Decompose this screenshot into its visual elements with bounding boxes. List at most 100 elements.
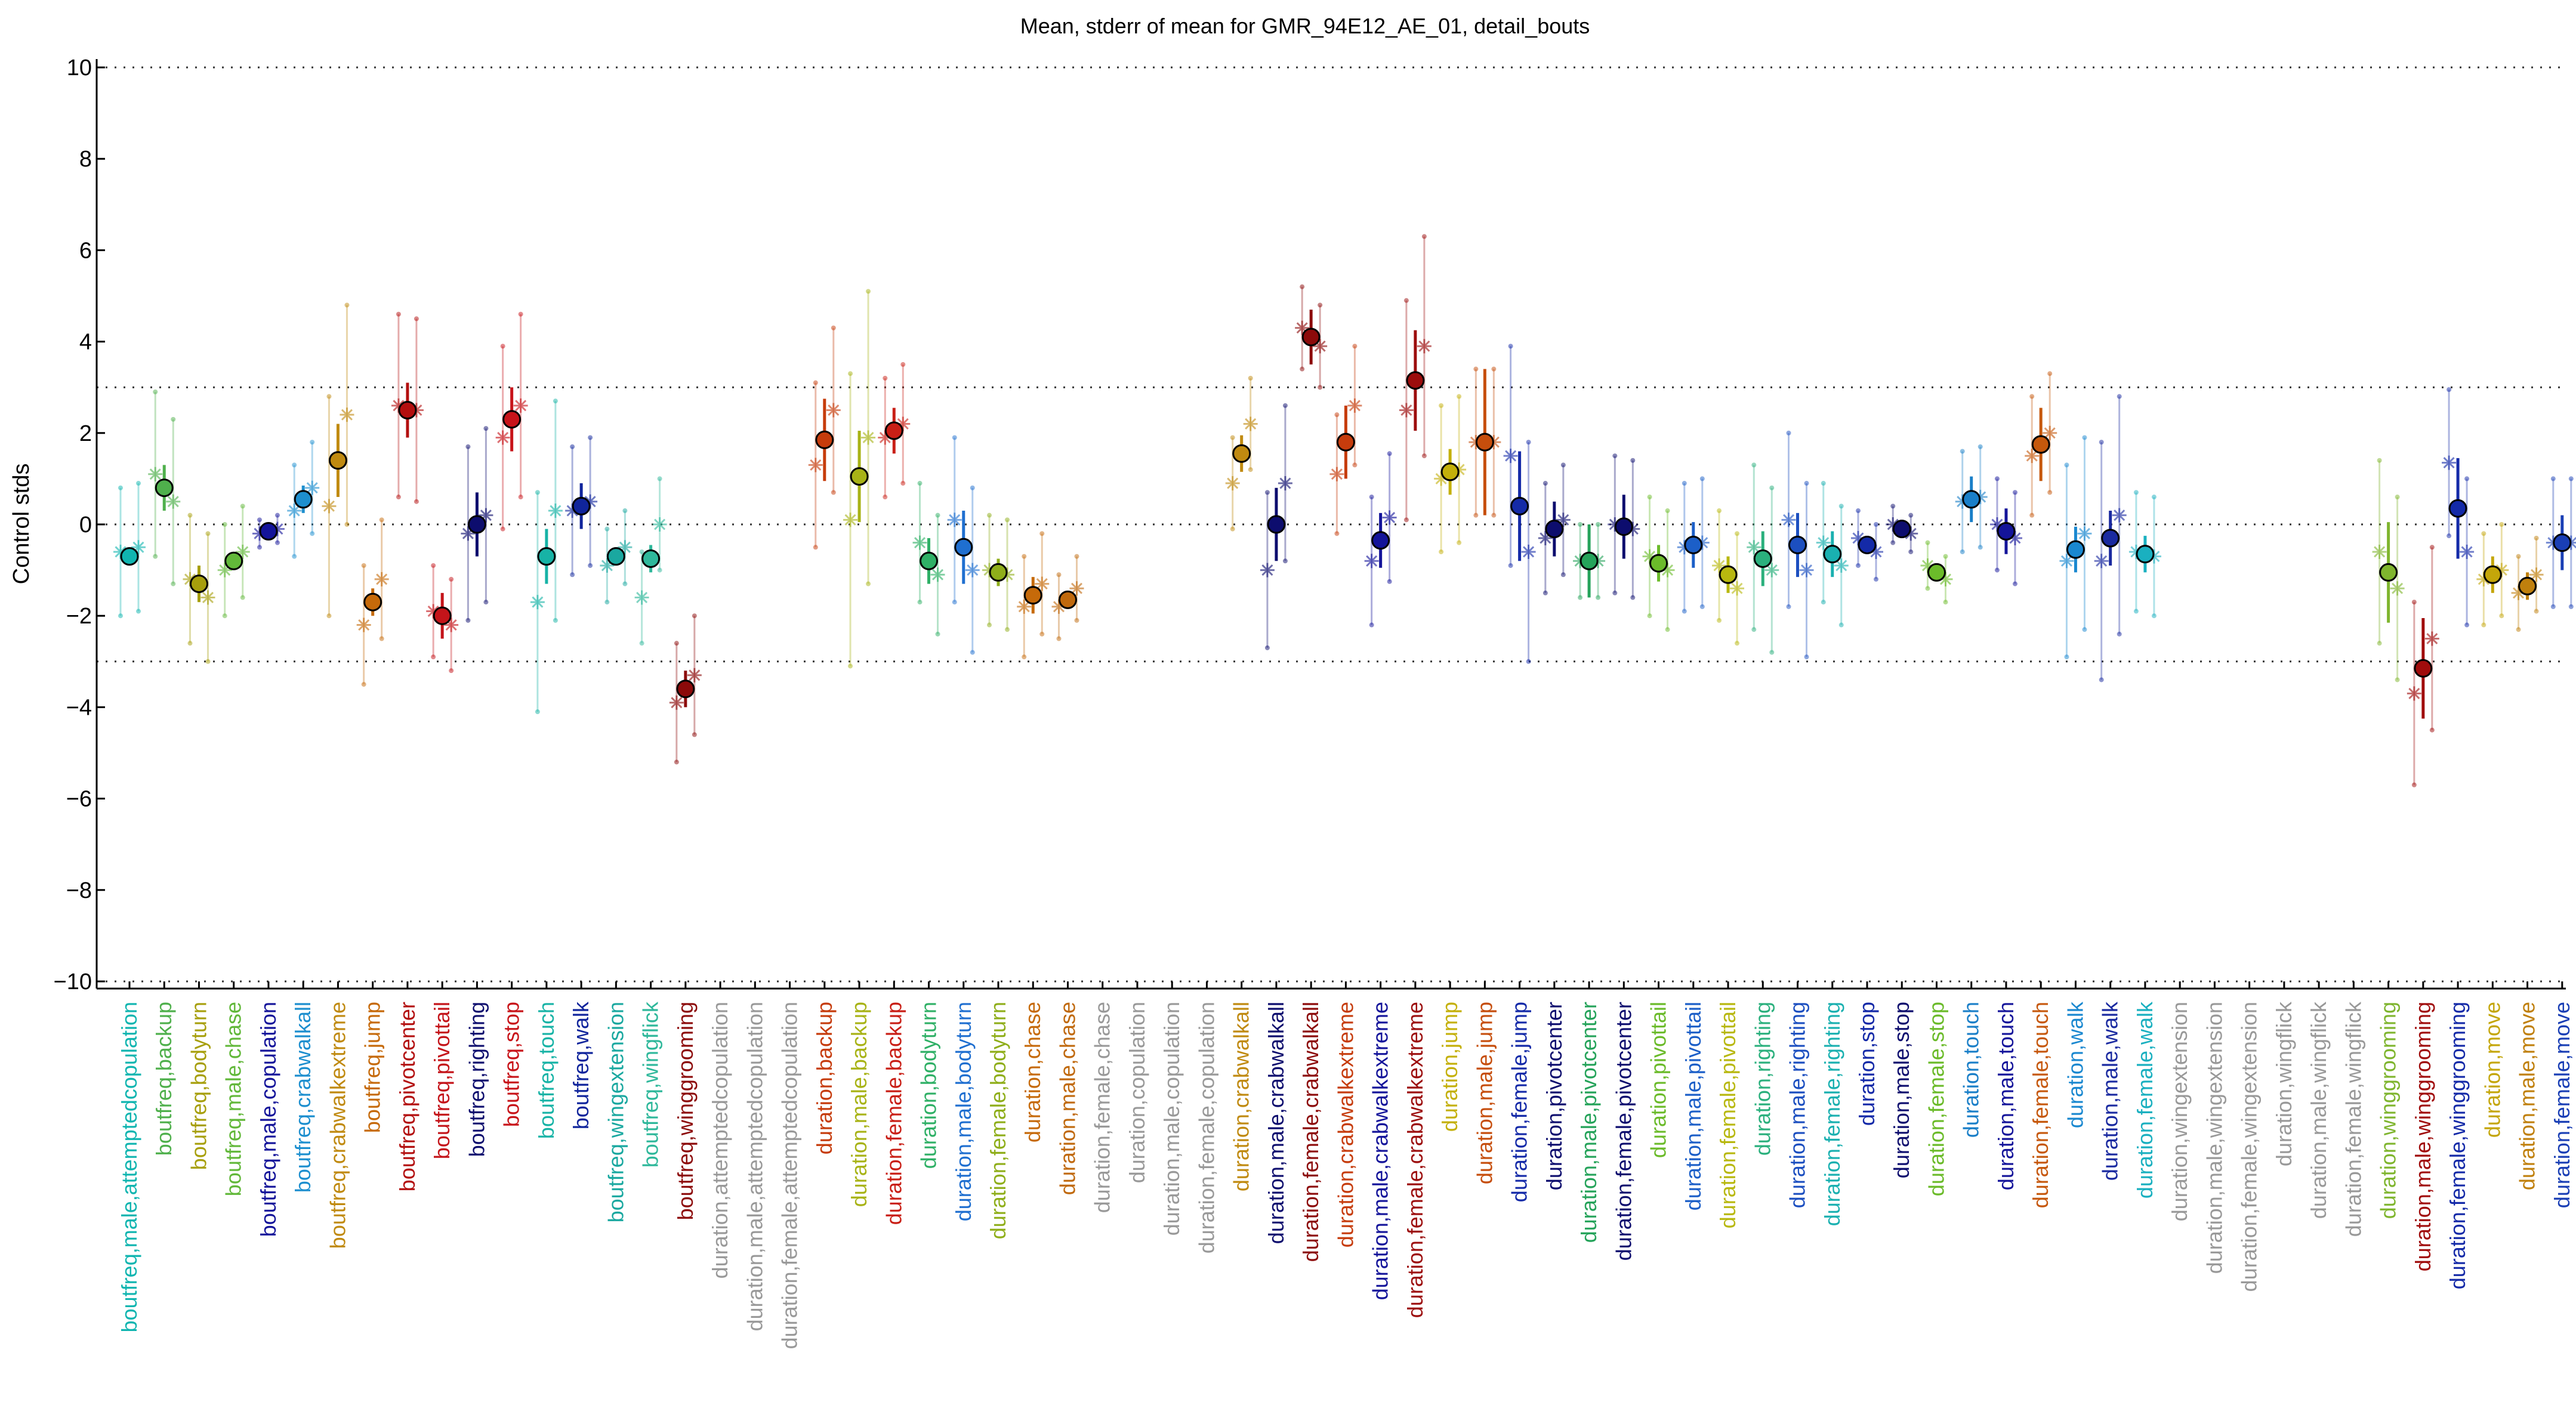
sample-range-end (553, 399, 558, 404)
sample-range-end (1596, 522, 1601, 527)
data-point (1364, 451, 1397, 628)
sample-range-end (1387, 451, 1392, 456)
data-point (2372, 458, 2405, 683)
sample-range-end (570, 444, 575, 449)
sample-range-end (1665, 627, 1670, 632)
sample-mean-marker (930, 567, 945, 582)
sample-range-end (866, 289, 871, 294)
sample-range-end (2099, 440, 2104, 445)
data-point (426, 563, 459, 674)
sample-range-end (1491, 512, 1497, 518)
sample-range-end (1804, 481, 1809, 486)
sample-range-end (396, 311, 401, 317)
sample-range-end (570, 572, 575, 578)
x-tick-label: duration,male,copulation (1159, 1002, 1184, 1236)
sample-mean-marker (1730, 581, 1745, 596)
sample-range-end (465, 617, 471, 623)
mean-marker (572, 496, 591, 515)
sample-range-end (553, 617, 558, 623)
sample-range-end (1751, 462, 1757, 468)
sample-range-end (1300, 284, 1305, 289)
x-tick-label: duration,female,crabwalkall (1298, 1002, 1323, 1262)
sample-mean-marker (861, 430, 876, 445)
sample-range-end (2151, 613, 2157, 619)
sample-mean-marker (1521, 544, 1536, 559)
mean-marker (1232, 444, 1251, 463)
x-tick-label: duration,male,jump (1472, 1002, 1497, 1184)
x-tick-label: boutfreq,crabwalkextreme (325, 1002, 350, 1249)
sample-range-end (2377, 641, 2382, 646)
sample-range-end (1318, 302, 1323, 308)
sample-range-end (952, 600, 957, 605)
sample-range-end (2568, 476, 2574, 481)
sample-range-end (1403, 517, 1409, 523)
sample-range-end (622, 508, 628, 514)
mean-marker (2031, 435, 2050, 454)
x-tick-label: duration,male,wingflick (2306, 1001, 2331, 1219)
sample-range-end (1421, 453, 1427, 459)
x-tick-label: boutfreq,wingflick (638, 1001, 663, 1168)
x-tick-label: duration,male,chase (1055, 1002, 1079, 1195)
sample-range-end (414, 499, 419, 504)
chart-title: Mean, stderr of mean for GMR_94E12_AE_01… (1020, 14, 1590, 38)
sample-range-end (1838, 622, 1844, 628)
sample-range-end (2029, 512, 2035, 518)
sample-range-end (1682, 609, 1687, 614)
sample-range-end (1960, 549, 1965, 554)
sample-range-end (2395, 495, 2400, 500)
sample-range-end (917, 481, 923, 486)
x-tick-label: boutfreq,wingextension (603, 1002, 628, 1222)
sample-range-end (483, 600, 489, 605)
sample-range-end (1578, 595, 1583, 600)
mean-marker (989, 563, 1008, 582)
y-tick-label: 6 (79, 238, 92, 263)
sample-range-end (2499, 613, 2504, 619)
x-tick-label: duration,crabwalkall (1229, 1002, 1254, 1191)
mean-marker (1545, 520, 1564, 539)
sample-range-end (1890, 540, 1896, 545)
sample-range-end (1439, 403, 1444, 408)
sample-range-end (1508, 344, 1513, 349)
mean-marker (1371, 531, 1390, 550)
x-tick-label: duration,move (2480, 1002, 2504, 1138)
sample-mean-marker (356, 617, 371, 632)
sample-range-end (449, 668, 454, 674)
x-tick-labels: boutfreq,male,attemptedcopulation boutfre… (117, 1001, 2574, 1349)
x-tick-label: duration,female,righting (1820, 1002, 1844, 1226)
x-tick-label: boutfreq,male,copulation (256, 1002, 280, 1237)
sample-range-end (692, 613, 697, 619)
x-tick-label: boutfreq,backup (152, 1002, 176, 1156)
sample-range-end (1056, 636, 1062, 641)
sample-range-end (1596, 595, 1601, 600)
sample-range-end (361, 682, 366, 687)
mean-marker (363, 592, 382, 612)
y-tick-label: −6 (66, 787, 92, 812)
sample-range-end (2464, 622, 2470, 628)
sample-mean-marker (1017, 599, 1032, 614)
mean-marker (1684, 535, 1703, 554)
sample-mean-marker (947, 512, 962, 527)
sample-range-end (1264, 490, 1270, 495)
x-tick-label: duration,male,touch (1994, 1002, 2018, 1190)
x-tick-label: duration,female,stop (1924, 1002, 1948, 1196)
sample-range-end (344, 522, 350, 527)
sample-range-end (2481, 531, 2486, 536)
sample-mean-marker (2442, 455, 2457, 470)
data-point (1886, 504, 1918, 554)
sample-mean-marker (495, 430, 510, 445)
sample-mean-marker (374, 572, 389, 586)
data-point (1920, 540, 1953, 605)
sample-mean-marker (148, 467, 163, 481)
sample-range-end (1039, 631, 1045, 637)
sample-range-end (813, 380, 818, 385)
sample-range-end (1473, 512, 1479, 518)
data-point (565, 435, 598, 578)
reference-lines (97, 66, 2566, 983)
sample-range-end (171, 581, 176, 586)
y-tick-label: 8 (79, 147, 92, 172)
sample-range-end (431, 563, 436, 568)
sample-mean-marker (305, 480, 320, 495)
sample-range-end (1682, 481, 1687, 486)
sample-range-end (1977, 545, 1983, 550)
sample-range-end (1925, 540, 1930, 545)
